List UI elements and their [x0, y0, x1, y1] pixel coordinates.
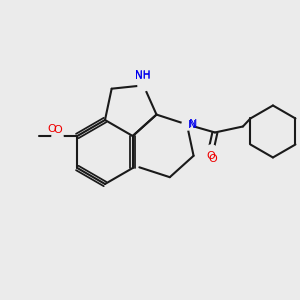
Text: NH: NH [135, 70, 150, 80]
Text: O: O [53, 125, 62, 135]
Text: NH: NH [135, 71, 150, 81]
Text: N: N [189, 119, 197, 130]
Text: O: O [207, 152, 215, 161]
Text: O: O [208, 154, 217, 164]
Text: O: O [47, 124, 56, 134]
Text: N: N [188, 121, 196, 130]
